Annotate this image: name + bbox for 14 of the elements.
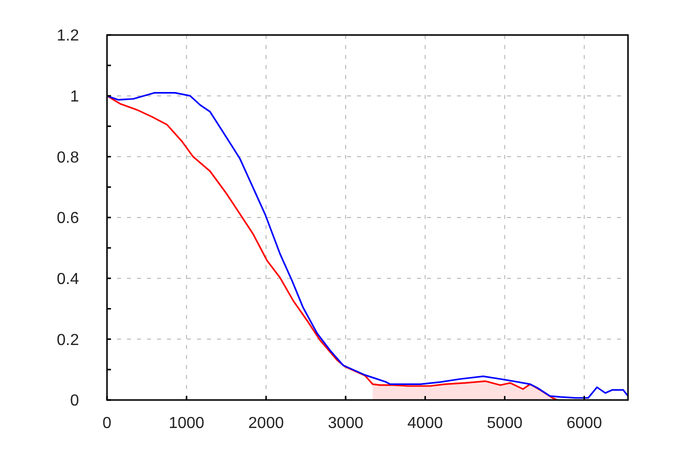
y-tick-label: 1.2 xyxy=(56,28,80,45)
y-tick-label: 0.4 xyxy=(56,270,80,288)
x-tick-label: 6000 xyxy=(566,415,602,432)
x-tick-label: 0 xyxy=(102,415,112,432)
x-tick-label: 2000 xyxy=(248,415,284,432)
y-tick-label: 0.2 xyxy=(56,332,80,349)
x-tick-label: 5000 xyxy=(486,415,523,432)
y-tick-label: 0.8 xyxy=(56,149,80,166)
y-tick-label: 0.6 xyxy=(56,210,80,228)
x-tick-label: 4000 xyxy=(407,415,444,432)
y-tick-label: 0 xyxy=(70,392,80,410)
x-tick-label: 3000 xyxy=(328,415,364,432)
x-tick-label: 1000 xyxy=(168,415,204,432)
y-tick-label: 1 xyxy=(70,88,80,106)
